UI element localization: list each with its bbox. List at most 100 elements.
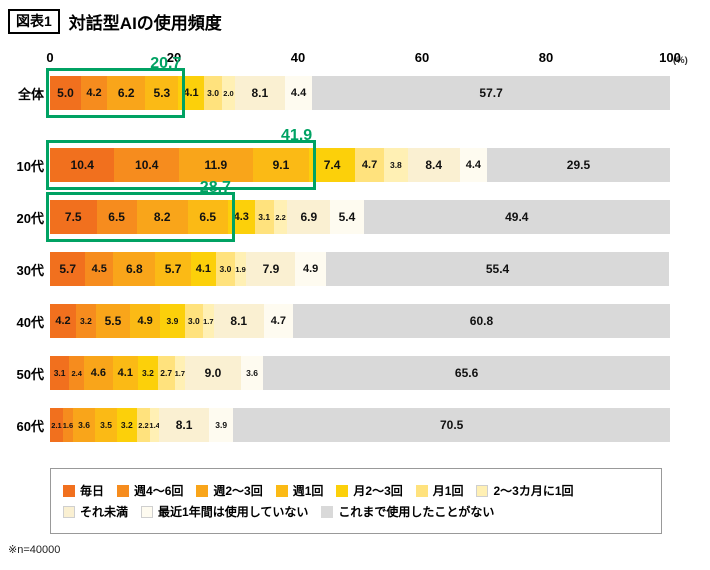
segment-value: 10.4 xyxy=(70,158,94,172)
stacked-bar: 5.7 4.5 6.8 5.7 4.1 3.0 1.9 7.9 4.9 55.4 xyxy=(50,252,670,286)
segment-2〜3カ月に1回: 1.4 xyxy=(149,408,160,442)
segment-value: 7.9 xyxy=(262,262,280,276)
segment-それ未満: 8.1 xyxy=(234,76,285,110)
legend-swatch xyxy=(63,484,75,497)
chart-title-row: 図表1 対話型AIの使用頻度 xyxy=(0,0,710,34)
chart-row-全体: 全体 5.0 4.2 6.2 5.3 4.1 3.0 2.0 8.1 4.4 57.7 20.7 xyxy=(0,56,710,118)
segment-value: 8.2 xyxy=(153,210,171,224)
segment-value: 4.9 xyxy=(302,263,319,275)
legend-row: それ未満 最近1年間は使用していない これまで使用したことがない xyxy=(63,503,649,520)
segment-これまで使用したことがない: 60.8 xyxy=(292,304,670,338)
axis-tick-80: 80 xyxy=(538,50,554,65)
legend-row: 毎日 週4〜6回 週2〜3回 週1回 月2〜3回 月1回 2〜3カ月に1回 xyxy=(63,482,649,499)
legend-swatch xyxy=(336,484,349,497)
segment-それ未満: 8.1 xyxy=(213,304,264,338)
segment-これまで使用したことがない: 55.4 xyxy=(325,252,670,286)
segment-value: 3.8 xyxy=(389,160,402,170)
segment-週4〜6回: 6.5 xyxy=(96,200,137,234)
segment-value: 1.7 xyxy=(174,368,186,378)
segment-value: 4.4 xyxy=(465,159,482,171)
legend-label: 週1回 xyxy=(292,484,324,498)
segment-月2〜3回: 3.2 xyxy=(138,356,158,390)
axis-row: (%) 0 20 40 60 80 100 xyxy=(46,50,687,70)
segment-value: 9.0 xyxy=(204,366,222,380)
segment-value: 4.9 xyxy=(137,315,153,327)
segment-value: 2.0 xyxy=(223,88,234,98)
segment-それ未満: 9.0 xyxy=(185,356,241,390)
segment-これまで使用したことがない: 70.5 xyxy=(233,408,671,442)
stacked-bar: 4.2 3.2 5.5 4.9 3.9 3.0 1.7 8.1 4.7 60.8 xyxy=(50,304,670,338)
segment-value: 1.7 xyxy=(203,316,214,326)
segment-週1回: 9.1 xyxy=(252,148,310,182)
segment-月1回: 3.0 xyxy=(203,76,223,110)
segment-それ未満: 8.4 xyxy=(407,148,460,182)
segment-value: 9.1 xyxy=(272,158,290,172)
page-title: 対話型AIの使用頻度 xyxy=(68,14,222,33)
segment-value: 60.8 xyxy=(469,314,494,328)
legend-swatch xyxy=(196,484,209,497)
segment-最近1年間は使用していない: 4.4 xyxy=(459,148,487,182)
segment-value: 2.1 xyxy=(51,420,62,430)
axis-unit-label: (%) xyxy=(673,55,688,66)
segment-value: 7.5 xyxy=(64,210,82,224)
segment-月1回: 3.1 xyxy=(254,200,274,234)
segment-毎日: 2.1 xyxy=(50,408,63,442)
segment-2〜3カ月に1回: 1.9 xyxy=(234,252,247,286)
segment-value: 4.2 xyxy=(55,315,71,327)
segment-value: 5.7 xyxy=(164,262,182,276)
segment-value: 4.6 xyxy=(90,367,106,379)
segment-月1回: 2.7 xyxy=(157,356,175,390)
segment-value: 3.6 xyxy=(78,420,90,430)
legend-swatch xyxy=(141,505,154,518)
stacked-bar: 5.0 4.2 6.2 5.3 4.1 3.0 2.0 8.1 4.4 57.7 20.7 xyxy=(46,56,670,118)
segment-これまで使用したことがない: 29.5 xyxy=(487,148,670,182)
segment-これまで使用したことがない: 49.4 xyxy=(363,200,670,234)
legend-label: 週2〜3回 xyxy=(213,484,263,498)
segment-value: 3.2 xyxy=(120,420,133,430)
legend-item-週4〜6回: 週4〜6回 xyxy=(117,482,183,499)
segment-value: 2.4 xyxy=(71,368,82,378)
segment-毎日: 4.2 xyxy=(50,304,77,338)
chart-row-20代: 20代 7.5 6.5 8.2 6.5 4.3 3.1 2.2 6.9 5.4 49.4 28.7 xyxy=(0,180,710,242)
row-label: 20代 xyxy=(16,210,44,226)
row-label: 10代 xyxy=(16,158,44,174)
segment-value: 8.4 xyxy=(425,158,443,172)
segment-最近1年間は使用していない: 4.4 xyxy=(284,76,313,110)
segment-2〜3カ月に1回: 1.7 xyxy=(203,304,214,338)
figure-tag: 図表1 xyxy=(8,9,60,34)
segment-value: 2.7 xyxy=(160,368,173,378)
segment-週2〜3回: 4.6 xyxy=(84,356,113,390)
legend-item-月2〜3回: 月2〜3回 xyxy=(336,482,403,499)
segment-value: 4.1 xyxy=(183,87,199,99)
segment-月2〜3回: 3.2 xyxy=(116,408,137,442)
segment-value: 3.0 xyxy=(187,316,200,326)
segment-週2〜3回: 8.2 xyxy=(136,200,188,234)
segment-value: 3.0 xyxy=(207,88,219,98)
segment-週1回: 5.3 xyxy=(145,76,179,110)
segment-2〜3カ月に1回: 1.7 xyxy=(174,356,186,390)
legend-item-週2〜3回: 週2〜3回 xyxy=(196,482,263,499)
segment-毎日: 3.1 xyxy=(50,356,70,390)
segment-value: 29.5 xyxy=(566,158,591,172)
segment-週2〜3回: 3.6 xyxy=(72,408,96,442)
segment-月1回: 3.0 xyxy=(216,252,235,286)
segment-value: 70.5 xyxy=(439,418,464,432)
axis-tick-0: 0 xyxy=(46,50,54,65)
segment-value: 6.5 xyxy=(108,210,125,224)
stacked-bar: 7.5 6.5 8.2 6.5 4.3 3.1 2.2 6.9 5.4 49.4 28.7 xyxy=(46,180,670,242)
chart-row-50代: 50代 3.1 2.4 4.6 4.1 3.2 2.7 1.7 9.0 3.6 65.6 xyxy=(0,356,710,390)
segment-value: 3.1 xyxy=(53,368,66,378)
segment-value: 4.1 xyxy=(117,367,133,379)
segment-これまで使用したことがない: 65.6 xyxy=(263,356,670,390)
segment-value: 4.7 xyxy=(270,315,287,327)
segment-value: 5.5 xyxy=(104,314,122,328)
stacked-bar-chart: (%) 0 20 40 60 80 100 全体 5.0 4.2 6.2 5.3 4.1 3.0 2.0… xyxy=(0,50,710,442)
axis-tick-20: 20 xyxy=(166,50,182,65)
chart-rows: 全体 5.0 4.2 6.2 5.3 4.1 3.0 2.0 8.1 4.4 57.7 20.7 10代… xyxy=(0,56,710,442)
legend-swatch xyxy=(476,484,489,497)
segment-月2〜3回: 4.1 xyxy=(190,252,217,286)
segment-毎日: 10.4 xyxy=(50,148,115,182)
segment-最近1年間は使用していない: 3.9 xyxy=(209,408,234,442)
segment-月1回: 2.2 xyxy=(136,408,151,442)
axis-tick-60: 60 xyxy=(414,50,430,65)
